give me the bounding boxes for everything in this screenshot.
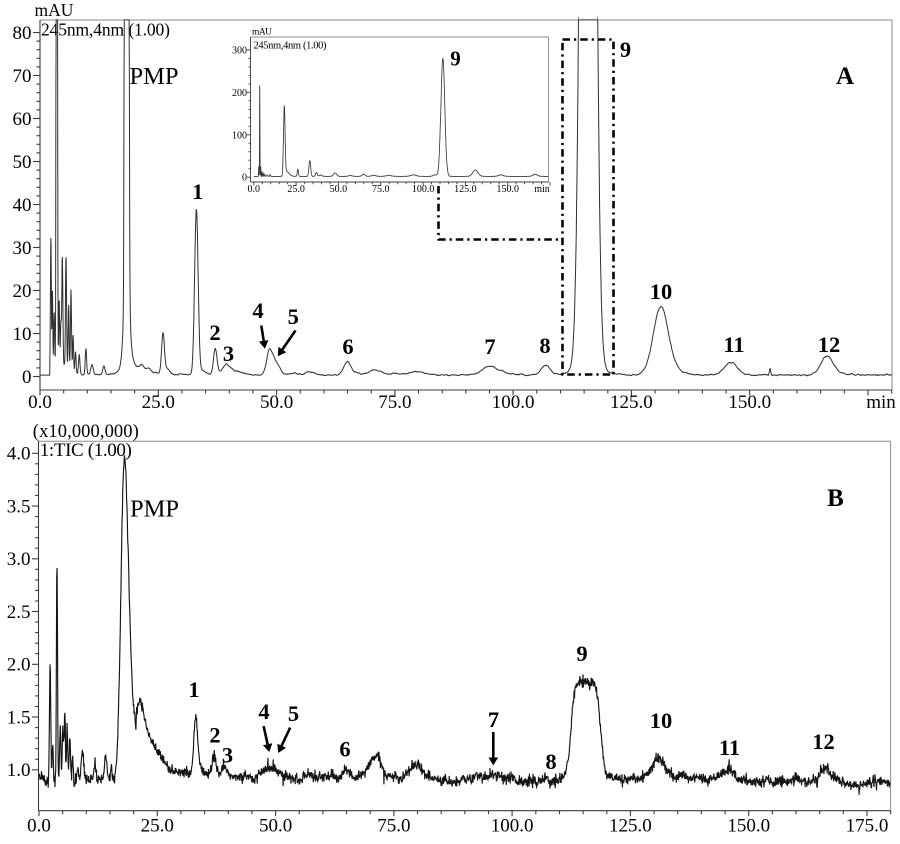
svg-text:8: 8 — [539, 333, 550, 358]
svg-text:125.0: 125.0 — [454, 184, 477, 195]
svg-text:A: A — [836, 63, 854, 90]
svg-text:60: 60 — [13, 109, 32, 130]
svg-text:min: min — [534, 184, 550, 195]
svg-text:0.0: 0.0 — [248, 184, 261, 195]
svg-text:1.5: 1.5 — [7, 707, 31, 728]
svg-text:3.5: 3.5 — [7, 496, 31, 517]
svg-text:9: 9 — [576, 641, 587, 666]
svg-text:1: 1 — [188, 677, 199, 702]
svg-text:100.0: 100.0 — [491, 816, 534, 837]
svg-text:200: 200 — [232, 88, 247, 99]
svg-text:50.0: 50.0 — [259, 816, 292, 837]
svg-text:75.0: 75.0 — [372, 184, 390, 195]
svg-text:50: 50 — [13, 152, 32, 173]
svg-text:40: 40 — [13, 195, 32, 216]
svg-text:3.0: 3.0 — [7, 549, 31, 570]
svg-text:PMP: PMP — [130, 496, 179, 523]
svg-text:mAU: mAU — [252, 28, 272, 38]
svg-text:mAU: mAU — [35, 0, 74, 20]
svg-text:10: 10 — [650, 279, 673, 304]
svg-text:125.0: 125.0 — [610, 392, 653, 413]
svg-text:30: 30 — [13, 238, 32, 259]
svg-text:4: 4 — [258, 699, 269, 724]
svg-text:80: 80 — [13, 23, 32, 44]
svg-text:0: 0 — [22, 367, 32, 388]
svg-text:10: 10 — [13, 324, 32, 345]
svg-text:245nm,4nm (1.00): 245nm,4nm (1.00) — [41, 20, 170, 40]
svg-text:7: 7 — [488, 707, 499, 732]
svg-text:25.0: 25.0 — [142, 392, 175, 413]
svg-text:min: min — [866, 392, 896, 413]
svg-text:9: 9 — [450, 47, 461, 71]
svg-text:6: 6 — [342, 334, 353, 359]
svg-text:100.0: 100.0 — [492, 392, 535, 413]
svg-text:75.0: 75.0 — [378, 392, 411, 413]
svg-text:70: 70 — [13, 66, 32, 87]
svg-text:25.0: 25.0 — [141, 816, 174, 837]
svg-text:100.0: 100.0 — [412, 184, 435, 195]
svg-text:11: 11 — [719, 735, 740, 760]
svg-text:175.0: 175.0 — [846, 816, 889, 837]
svg-text:12: 12 — [818, 332, 841, 357]
svg-text:PMP: PMP — [130, 63, 179, 90]
svg-text:3: 3 — [222, 743, 233, 768]
svg-text:2: 2 — [209, 320, 220, 345]
svg-text:5: 5 — [288, 701, 299, 726]
svg-text:(x10,000,000): (x10,000,000) — [33, 422, 139, 442]
svg-text:150.0: 150.0 — [496, 184, 519, 195]
svg-text:245nm,4nm (1.00): 245nm,4nm (1.00) — [254, 41, 328, 52]
svg-text:2: 2 — [209, 723, 220, 748]
svg-text:50.0: 50.0 — [330, 184, 348, 195]
svg-text:5: 5 — [288, 304, 299, 329]
svg-text:12: 12 — [812, 729, 835, 754]
svg-text:1: 1 — [192, 179, 203, 204]
svg-text:3: 3 — [223, 341, 234, 366]
svg-text:100: 100 — [232, 130, 247, 141]
svg-text:2.5: 2.5 — [7, 602, 31, 623]
svg-text:0.0: 0.0 — [28, 392, 52, 413]
svg-text:7: 7 — [484, 334, 495, 359]
svg-text:9: 9 — [620, 37, 631, 62]
svg-text:1:TIC (1.00): 1:TIC (1.00) — [40, 440, 132, 461]
svg-text:125.0: 125.0 — [609, 816, 652, 837]
svg-text:8: 8 — [545, 749, 556, 774]
svg-text:75.0: 75.0 — [377, 816, 410, 837]
svg-text:1.0: 1.0 — [7, 760, 31, 781]
svg-text:150.0: 150.0 — [727, 816, 770, 837]
svg-text:0.0: 0.0 — [27, 816, 51, 837]
svg-text:150.0: 150.0 — [728, 392, 771, 413]
svg-text:11: 11 — [723, 332, 744, 357]
svg-text:20: 20 — [13, 281, 32, 302]
svg-text:300: 300 — [232, 45, 247, 56]
svg-text:4.0: 4.0 — [7, 444, 31, 465]
svg-text:25.0: 25.0 — [287, 184, 305, 195]
svg-text:4: 4 — [252, 298, 263, 323]
svg-text:2.0: 2.0 — [7, 655, 31, 676]
svg-text:50.0: 50.0 — [260, 392, 293, 413]
svg-text:B: B — [827, 485, 844, 512]
svg-text:10: 10 — [650, 708, 673, 733]
svg-text:0: 0 — [242, 173, 247, 184]
svg-text:6: 6 — [339, 737, 350, 762]
